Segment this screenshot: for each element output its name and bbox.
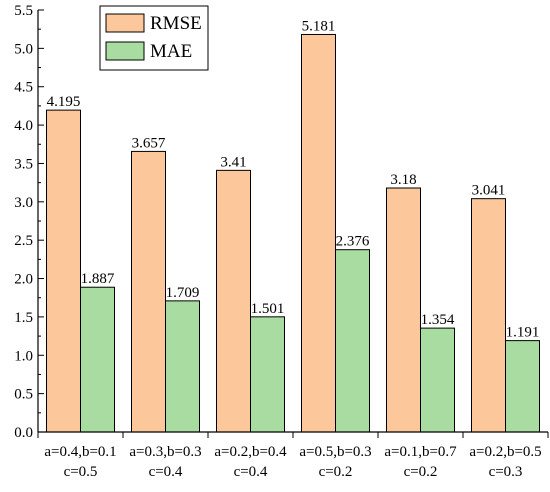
- x-tick-label-6-line-2: c=0.3: [489, 464, 523, 480]
- bars-layer: [46, 33, 540, 433]
- bar-rmse-2: [131, 150, 166, 433]
- x-tick-label-5-line-2: c=0.2: [404, 464, 438, 480]
- data-label-rmse-4: 5.181: [302, 18, 336, 34]
- x-tick-label-6-line-1: a=0.2,b=0.5: [469, 444, 541, 460]
- data-label-rmse-5: 3.18: [390, 172, 416, 188]
- y-tick-label-4: 2.0: [14, 272, 33, 288]
- y-tick-label-11: 5.5: [14, 3, 33, 19]
- y-tick-label-3: 1.5: [14, 310, 33, 326]
- data-label-mae-3: 1.501: [251, 301, 285, 317]
- y-tick-label-5: 2.5: [14, 233, 33, 249]
- y-tick-label-9: 4.5: [14, 80, 33, 96]
- data-label-rmse-2: 3.657: [132, 135, 166, 151]
- x-tick-label-3-line-1: a=0.2,b=0.4: [214, 444, 287, 460]
- x-tick-label-2-line-1: a=0.3,b=0.3: [129, 444, 201, 460]
- axes-layer: 0.0 0.5 1.0 1.5 2.0 2.5 3.0 3.5 4.0 4.5 5.0 5.5 a=0.…: [14, 3, 549, 480]
- bar-mae-4: [335, 249, 370, 433]
- y-tick-label-0: 0.0: [14, 425, 33, 441]
- data-label-mae-2: 1.709: [166, 285, 200, 301]
- data-label-mae-1: 1.887: [81, 271, 115, 287]
- legend-label-mae: MAE: [150, 41, 192, 62]
- y-tick-label-10: 5.0: [14, 41, 33, 57]
- bar-mae-3: [250, 316, 285, 433]
- x-tick-label-1-line-2: c=0.5: [64, 464, 98, 480]
- data-label-rmse-3: 3.41: [220, 154, 246, 170]
- legend-label-rmse: RMSE: [150, 13, 202, 34]
- legend: RMSE MAE: [99, 5, 209, 71]
- legend-swatch-rmse: [105, 13, 145, 33]
- bar-mae-5: [420, 327, 455, 433]
- bar-mae-1: [80, 286, 115, 433]
- x-tick-label-2-line-2: c=0.4: [149, 464, 183, 480]
- data-label-rmse-1: 4.195: [47, 94, 81, 110]
- y-tick-label-2: 1.0: [14, 348, 33, 364]
- bar-rmse-6: [471, 198, 506, 433]
- bar-rmse-3: [216, 169, 251, 433]
- data-labels-layer: 4.195 3.657 3.41 5.181 3.18 3.041 1.887 1.709 1.…: [47, 18, 540, 340]
- y-tick-label-7: 3.5: [14, 156, 33, 172]
- bar-mae-2: [165, 300, 200, 433]
- bar-rmse-4: [301, 33, 336, 433]
- bar-mae-6: [505, 340, 540, 433]
- y-tick-label-1: 0.5: [14, 387, 33, 403]
- x-tick-label-5-line-1: a=0.1,b=0.7: [384, 444, 457, 460]
- x-tick-label-1-line-1: a=0.4,b=0.1: [44, 444, 116, 460]
- x-tick-label-4-line-2: c=0.2: [319, 464, 353, 480]
- data-label-mae-4: 2.376: [336, 234, 370, 250]
- x-tick-label-3-line-2: c=0.4: [234, 464, 268, 480]
- data-label-rmse-6: 3.041: [472, 183, 506, 199]
- data-label-mae-6: 1.191: [506, 325, 540, 341]
- bar-rmse-5: [386, 187, 421, 433]
- x-tick-label-4-line-1: a=0.5,b=0.3: [299, 444, 371, 460]
- y-tick-label-6: 3.0: [14, 195, 33, 211]
- y-tick-label-8: 4.0: [14, 118, 33, 134]
- legend-swatch-mae: [105, 41, 145, 61]
- data-label-mae-5: 1.354: [421, 312, 455, 328]
- bar-rmse-1: [46, 109, 81, 433]
